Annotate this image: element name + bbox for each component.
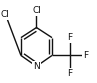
Text: F: F <box>83 51 88 60</box>
Text: F: F <box>67 33 72 42</box>
Text: Cl: Cl <box>32 6 41 15</box>
Text: N: N <box>33 62 40 71</box>
Text: F: F <box>67 69 72 78</box>
Text: Cl: Cl <box>1 10 10 19</box>
